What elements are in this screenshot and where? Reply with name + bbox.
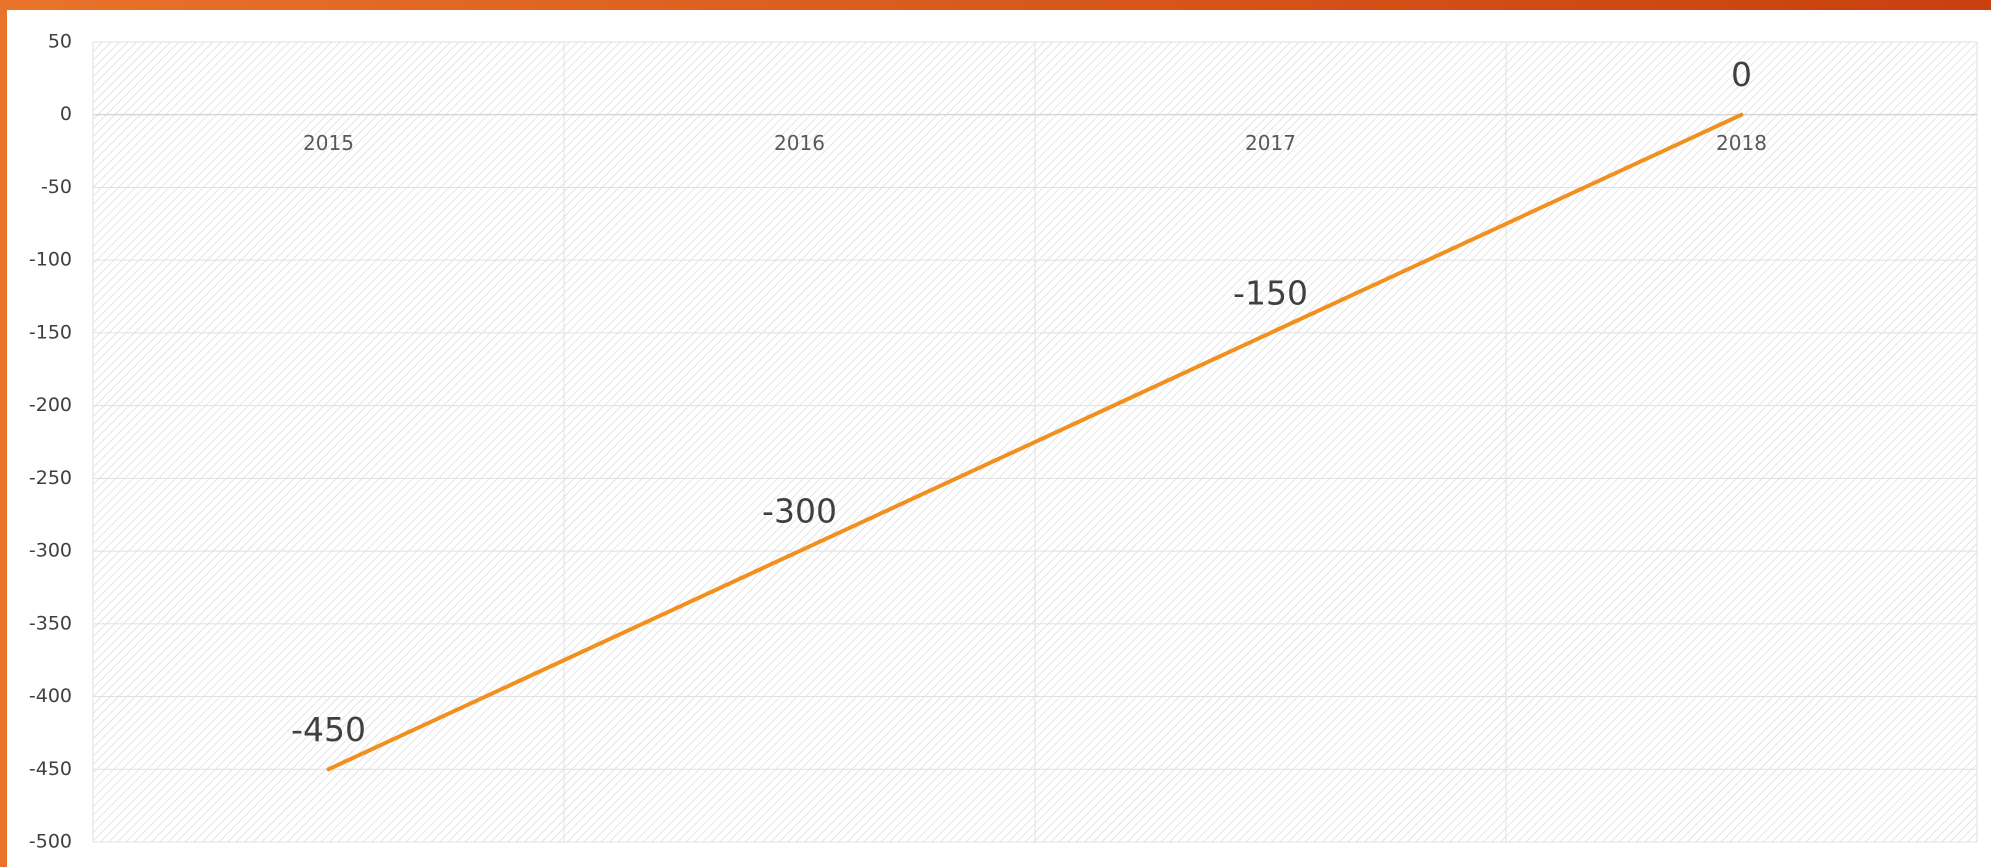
data-label: -150	[1233, 273, 1308, 312]
y-tick-label: -50	[41, 176, 72, 198]
y-tick-label: 0	[60, 103, 72, 125]
data-label: 0	[1731, 55, 1752, 94]
y-tick-label: -350	[29, 612, 72, 634]
data-label: -300	[762, 492, 837, 531]
line-series	[326, 112, 1744, 772]
data-label: -450	[291, 710, 366, 749]
y-tick-label: -250	[29, 467, 72, 489]
x-tick-label: 2016	[774, 131, 825, 155]
x-tick-label: 2015	[303, 131, 354, 155]
y-tick-label: -200	[29, 394, 72, 416]
y-tick-label: -100	[29, 249, 72, 271]
x-tick-label: 2018	[1716, 131, 1767, 155]
y-tick-label: -400	[29, 685, 72, 707]
y-tick-label: -500	[29, 831, 72, 853]
y-tick-label: -300	[29, 540, 72, 562]
x-tick-label: 2017	[1245, 131, 1296, 155]
y-tick-label: -150	[29, 321, 72, 343]
left-bar	[0, 0, 7, 867]
top-bar	[0, 0, 1991, 10]
y-tick-label: -450	[29, 758, 72, 780]
y-tick-label: 50	[48, 31, 72, 53]
